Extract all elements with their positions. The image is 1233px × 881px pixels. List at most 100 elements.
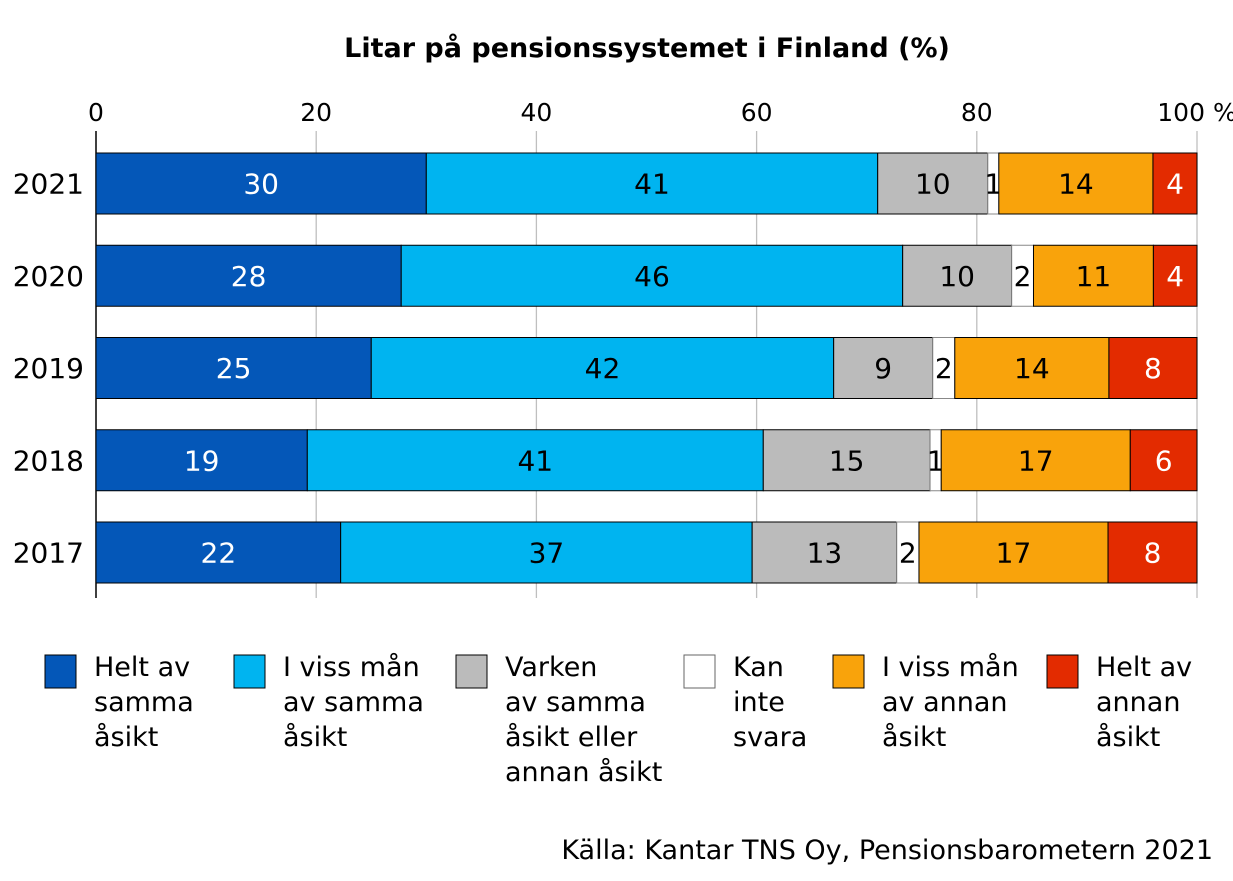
data-label: 8 — [1144, 537, 1162, 570]
legend-swatch — [683, 654, 716, 689]
data-label: 19 — [184, 444, 220, 477]
bar-segment — [1107, 521, 1198, 584]
legend-label-line: åsikt eller — [505, 722, 638, 753]
x-tick-label: 80 — [961, 98, 993, 127]
legend-swatch — [1046, 654, 1079, 689]
legend-label-line: annan åsikt — [505, 757, 662, 788]
bar-segment — [1108, 337, 1198, 399]
legend-label-line: Kan — [733, 652, 784, 683]
data-label: 22 — [201, 537, 237, 570]
bar-segment — [954, 337, 1110, 399]
bar-segment — [918, 521, 1109, 584]
x-axis-tick-labels: 0 20 40 60 80 100 % — [88, 98, 1233, 127]
legend-label: Helt av samma åsikt — [94, 652, 194, 753]
x-tick-label: 60 — [741, 98, 773, 127]
data-label: 2 — [1014, 260, 1032, 293]
x-tick-label: 100 % — [1157, 98, 1233, 127]
legend-label-line: av annan — [882, 687, 1008, 718]
legend-label: Varken av samma åsikt eller annan åsikt — [505, 652, 662, 788]
data-label: 13 — [807, 537, 843, 570]
x-tick-label: 20 — [300, 98, 332, 127]
legend-label-line: inte — [733, 687, 785, 718]
data-label: 41 — [634, 168, 670, 201]
data-label: 10 — [915, 168, 951, 201]
legend-swatch — [44, 654, 77, 689]
data-label: 9 — [874, 352, 892, 385]
legend-label: I viss mån av annan åsikt — [882, 652, 1019, 753]
legend-label-line: svara — [733, 722, 807, 753]
legend-label-line: Varken — [505, 652, 597, 683]
x-tick-label: 40 — [520, 98, 552, 127]
category-label: 2018 — [13, 444, 84, 477]
legend-label-line: I viss mån — [283, 652, 420, 683]
category-label: 2019 — [13, 352, 84, 385]
legend-label-line: åsikt — [94, 722, 158, 753]
legend-label-line: I viss mån — [882, 652, 1019, 683]
x-tick-label: 0 — [88, 98, 104, 127]
bar-segment — [833, 337, 934, 399]
legend-label-line: åsikt — [1096, 722, 1160, 753]
legend-label-line: samma — [94, 687, 194, 718]
data-label: 4 — [1166, 168, 1184, 201]
data-label: 46 — [634, 260, 670, 293]
legend-label-line: åsikt — [283, 722, 347, 753]
data-label: 10 — [939, 260, 975, 293]
y-axis-category-labels: 2021 2020 2019 2018 2017 — [13, 168, 84, 570]
bar-segment — [940, 429, 1131, 492]
bar-segment — [95, 521, 342, 584]
bar-segment — [1152, 152, 1198, 215]
bar-segment — [95, 337, 372, 399]
legend-label-line: av samma — [505, 687, 646, 718]
data-label: 4 — [1166, 260, 1184, 293]
bar-segment — [95, 429, 308, 492]
legend-label-line: Helt av — [1096, 652, 1192, 683]
data-label: 14 — [1058, 168, 1094, 201]
bar-segment — [1152, 244, 1198, 307]
legend-label: I viss mån av samma åsikt — [283, 652, 424, 753]
legend-label-line: Helt av — [94, 652, 190, 683]
bar-segment — [751, 521, 898, 584]
bar-segment — [95, 152, 427, 215]
data-label: 37 — [529, 537, 565, 570]
legend-swatch — [832, 654, 865, 689]
bar-segment — [1129, 429, 1198, 492]
data-label: 17 — [1018, 444, 1054, 477]
data-label: 41 — [517, 444, 553, 477]
source-note: Källa: Kantar TNS Oy, Pensionsbarometern… — [561, 835, 1213, 866]
legend-label-line: annan — [1096, 687, 1180, 718]
data-label: 8 — [1144, 352, 1162, 385]
bar-segment — [370, 337, 835, 399]
bar-segment — [340, 521, 753, 584]
data-label: 2 — [899, 537, 917, 570]
data-label: 6 — [1155, 444, 1173, 477]
data-label: 15 — [829, 444, 865, 477]
bars: 30 41 10 1 14 428 46 10 2 11 425 42 9 2 14 819 41 15 1 17 62… — [95, 152, 1198, 584]
category-label: 2021 — [13, 168, 84, 201]
data-label: 14 — [1014, 352, 1050, 385]
data-label: 42 — [585, 352, 621, 385]
bar-segment — [306, 429, 764, 492]
data-label: 25 — [216, 352, 252, 385]
legend-swatch — [233, 654, 266, 689]
chart-title: Litar på pensionssystemet i Finland (%) — [344, 32, 950, 64]
legend-label-line: åsikt — [882, 722, 946, 753]
legend-label-line: av samma — [283, 687, 424, 718]
bar-segment — [762, 429, 931, 492]
bar-segment — [902, 244, 1013, 307]
data-label: 1 — [984, 168, 1002, 201]
bar-segment — [95, 244, 402, 307]
data-label: 11 — [1076, 260, 1112, 293]
legend-label: Kan inte svara — [733, 652, 807, 753]
data-label: 28 — [231, 260, 267, 293]
category-label: 2020 — [13, 260, 84, 293]
legend-swatch — [455, 654, 488, 689]
data-label: 1 — [927, 444, 945, 477]
data-label: 17 — [996, 537, 1032, 570]
data-label: 30 — [243, 168, 279, 201]
data-label: 2 — [935, 352, 953, 385]
legend: Helt av samma åsikt I viss mån av samma åsikt… — [44, 652, 1192, 788]
bar-segment — [998, 152, 1154, 215]
legend-label: Helt av annan åsikt — [1096, 652, 1192, 753]
category-label: 2017 — [13, 537, 84, 570]
